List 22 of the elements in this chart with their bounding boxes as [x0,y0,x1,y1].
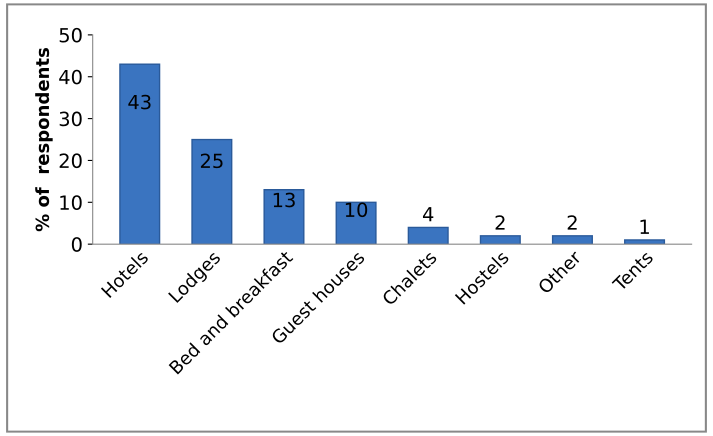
bar [336,202,377,244]
data-label: 4 [422,207,434,222]
y-tick-label: 0 [72,237,82,252]
y-axis-title: % of respondents [35,48,53,232]
y-tick-label: 40 [59,70,82,84]
bar [552,235,593,244]
y-tick-label: 20 [60,153,82,168]
data-label: 2 [568,215,577,230]
data-label: 2 [496,215,505,230]
y-tick-label: 50 [60,28,82,43]
bar [408,226,449,244]
y-tick-label: 30 [60,112,82,126]
data-label: 1 [640,220,649,234]
y-tick-label: 10 [60,195,82,210]
bar [263,189,305,244]
data-label: 43 [128,94,151,110]
data-label: 10 [346,202,368,218]
bar [191,138,232,244]
data-label: 25 [200,153,223,168]
data-label: 13 [274,192,295,208]
bar [119,63,160,244]
bar [480,235,521,244]
